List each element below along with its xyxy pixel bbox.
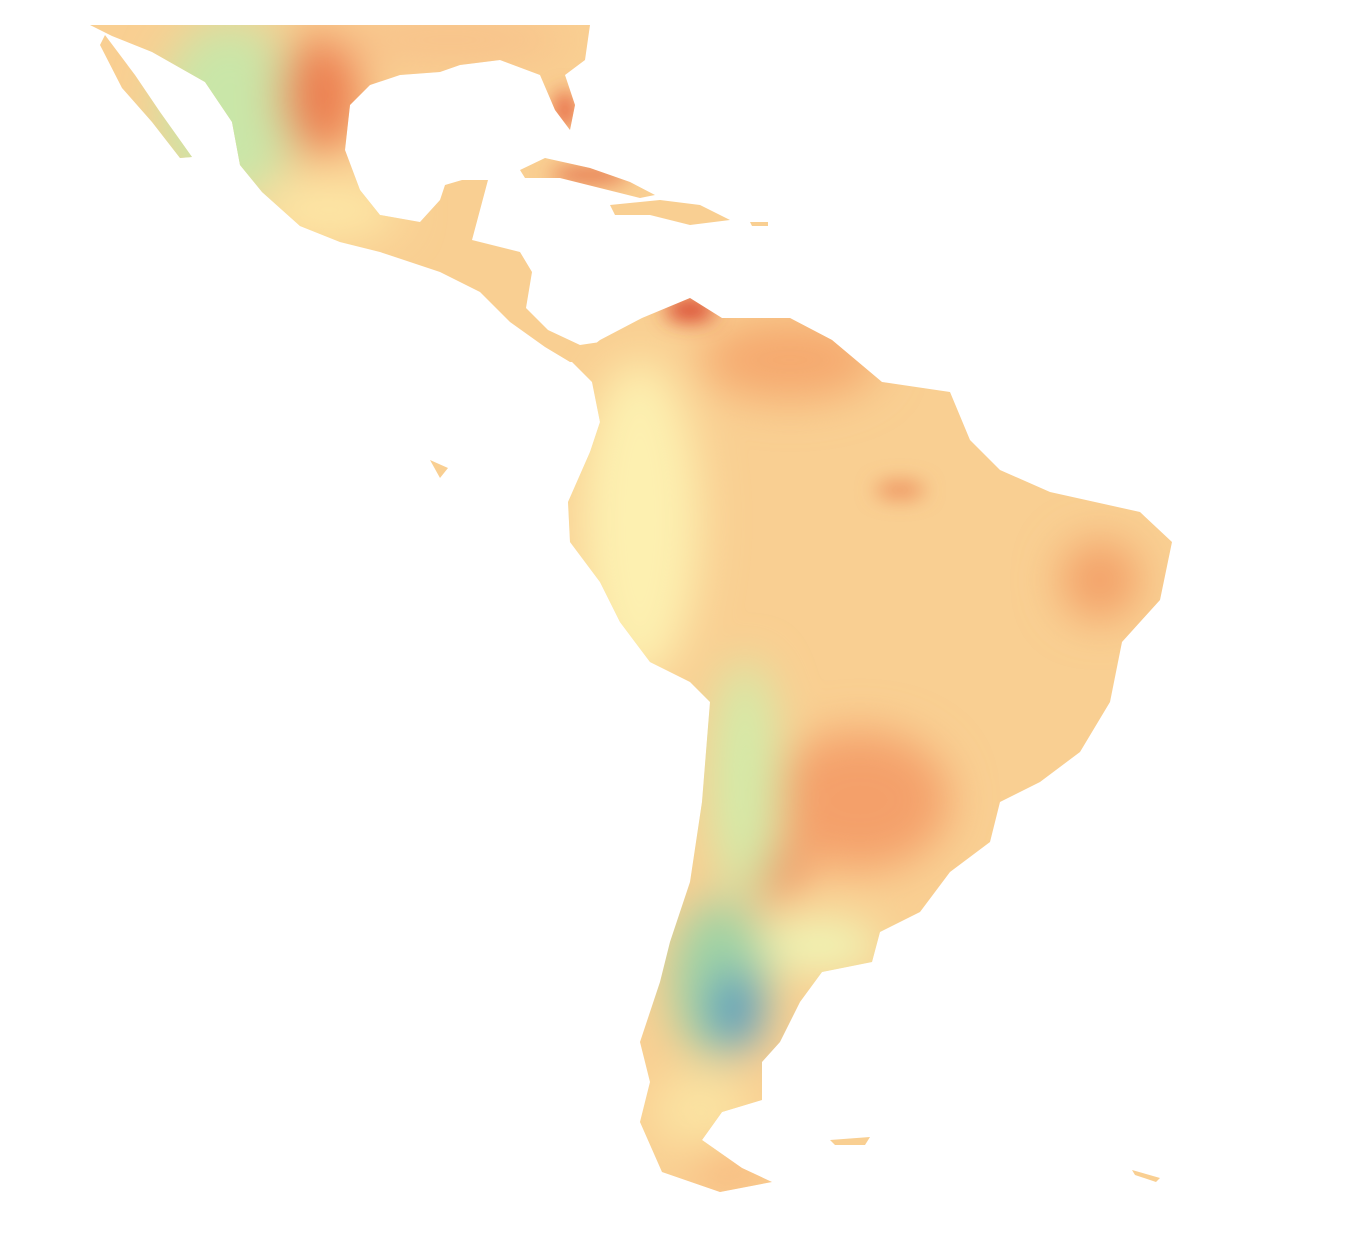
gradient-patches — [160, 25, 1140, 1190]
